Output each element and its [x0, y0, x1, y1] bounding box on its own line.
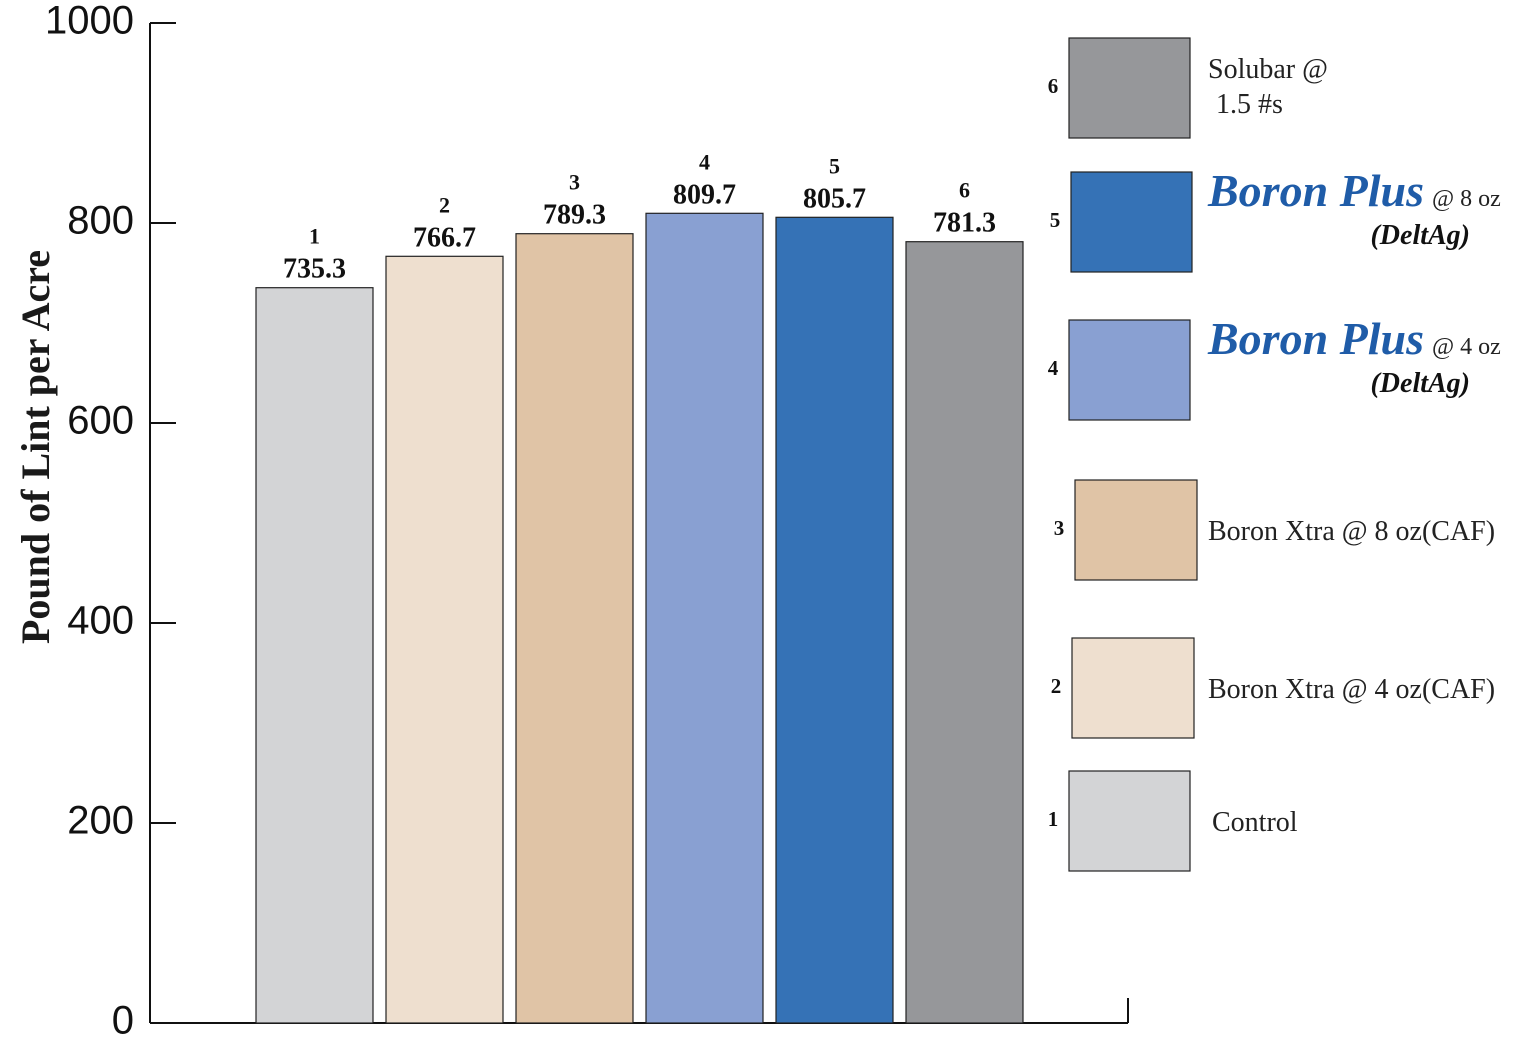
legend-number-2: 2 — [1051, 674, 1062, 698]
legend-number-6: 6 — [1048, 74, 1059, 98]
legend-item-6: 6 Solubar @ 1.5 #s — [1048, 37, 1328, 139]
legend-item-5: 5 Boron Plus @ 8 oz (DeltAg) — [1050, 165, 1501, 273]
legend-label-1: Control — [1212, 807, 1298, 838]
bar-value-label-4: 809.7 — [673, 179, 736, 210]
bar-2 — [385, 255, 504, 1024]
bars: 735.3 1 766.7 2 789.3 3 809.7 4 805.7 5 781.3 6 — [255, 149, 1024, 1024]
legend-swatch-6 — [1068, 37, 1191, 139]
bar-5 — [775, 216, 894, 1024]
legend-item-3: 3 Boron Xtra @ 8 oz(CAF) — [1054, 479, 1495, 581]
bar-1 — [255, 287, 374, 1024]
y-tick-label-600: 600 — [67, 399, 134, 443]
legend-swatch-4 — [1068, 319, 1191, 421]
y-tick-label-200: 200 — [67, 799, 134, 843]
legend-swatch-2 — [1071, 637, 1195, 739]
legend-number-4: 4 — [1048, 356, 1059, 380]
y-tick-label-800: 800 — [67, 199, 134, 243]
legend-label-6: Solubar @ — [1208, 54, 1328, 85]
legend-number-5: 5 — [1050, 208, 1061, 232]
legend-brand-5: Boron Plus — [1207, 165, 1424, 216]
bar-number-label-5: 5 — [829, 153, 840, 178]
axes: 0 200 400 600 800 1000 — [45, 0, 1129, 1043]
legend-label2-6: 1.5 #s — [1216, 89, 1283, 120]
bar-6 — [905, 241, 1024, 1024]
y-tick-label-400: 400 — [67, 599, 134, 643]
legend-swatch-5 — [1070, 171, 1193, 273]
bar-3 — [515, 233, 634, 1024]
legend-label-4: Boron Plus @ 4 oz — [1207, 313, 1501, 364]
y-tick-label-1000: 1000 — [45, 0, 134, 43]
bar-number-label-6: 6 — [959, 178, 970, 203]
bar-4 — [645, 212, 764, 1024]
legend-label-5: Boron Plus @ 8 oz — [1207, 165, 1501, 216]
legend-sublabel-4: (DeltAg) — [1370, 368, 1470, 399]
legend-label-2: Boron Xtra @ 4 oz(CAF) — [1208, 674, 1495, 705]
y-axis-label: Pound of Lint per Acre — [13, 250, 58, 644]
legend-item-2: 2 Boron Xtra @ 4 oz(CAF) — [1051, 637, 1495, 739]
legend-item-1: 1 Control — [1048, 770, 1298, 872]
bar-value-label-5: 805.7 — [803, 183, 866, 214]
legend-number-1: 1 — [1048, 807, 1059, 831]
legend: 6 Solubar @ 1.5 #s 5 Boron Plus @ 8 oz (DeltAg… — [1048, 37, 1501, 872]
bar-value-label-2: 766.7 — [413, 222, 476, 253]
legend-brand-4: Boron Plus — [1207, 313, 1424, 364]
y-tick-label-0: 0 — [112, 999, 134, 1043]
bar-value-label-6: 781.3 — [933, 208, 996, 239]
bar-number-label-3: 3 — [569, 170, 580, 195]
bar-value-label-1: 735.3 — [283, 254, 346, 285]
bar-number-label-4: 4 — [699, 149, 710, 174]
legend-swatch-1 — [1068, 770, 1191, 872]
bar-number-label-2: 2 — [439, 192, 450, 217]
legend-number-3: 3 — [1054, 516, 1065, 540]
bar-number-label-1: 1 — [309, 224, 320, 249]
legend-swatch-3 — [1074, 479, 1198, 581]
legend-rate-5: @ 8 oz — [1432, 186, 1501, 212]
bar-value-label-3: 789.3 — [543, 200, 606, 231]
legend-item-4: 4 Boron Plus @ 4 oz (DeltAg) — [1048, 313, 1501, 421]
legend-rate-4: @ 4 oz — [1432, 334, 1501, 360]
legend-label-3: Boron Xtra @ 8 oz(CAF) — [1208, 516, 1495, 547]
legend-sublabel-5: (DeltAg) — [1370, 220, 1470, 251]
